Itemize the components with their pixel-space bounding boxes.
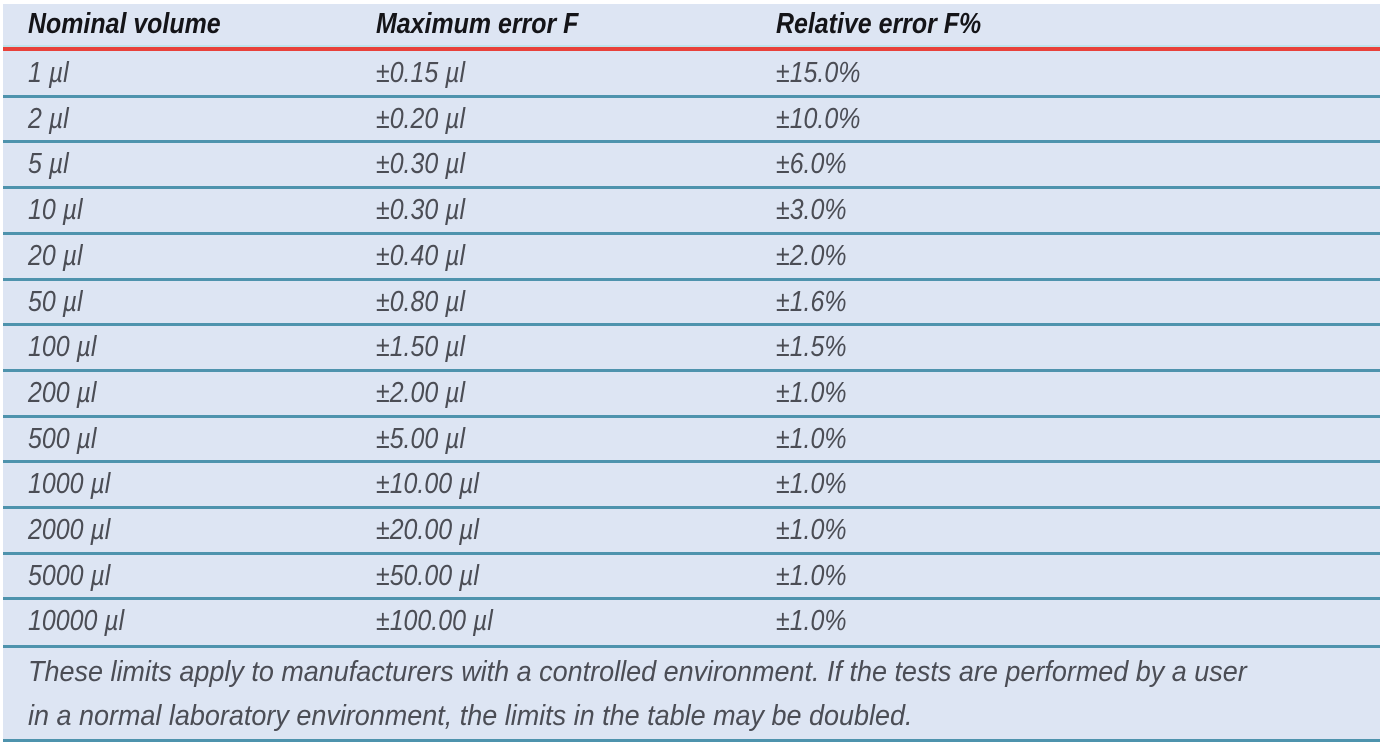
row-divider (3, 323, 1380, 326)
row-divider (3, 95, 1380, 98)
cell-nominal-volume: 5 µl (28, 148, 69, 180)
table-header: Nominal volume Maximum error F Relative … (3, 4, 1380, 47)
cell-maximum-error: ±2.00 µl (376, 377, 466, 409)
row-divider (3, 140, 1380, 143)
cell-nominal-volume: 1 µl (28, 57, 69, 89)
cell-maximum-error: ±50.00 µl (376, 560, 479, 592)
cell-nominal-volume: 10 µl (28, 194, 83, 226)
cell-relative-error: ±6.0% (776, 148, 847, 180)
cell-maximum-error: ±1.50 µl (376, 331, 466, 363)
cell-relative-error: ±10.0% (776, 103, 861, 135)
cell-relative-error: ±1.6% (776, 286, 847, 318)
cell-relative-error: ±2.0% (776, 240, 847, 272)
cell-nominal-volume: 50 µl (28, 286, 83, 318)
cell-relative-error: ±1.0% (776, 468, 847, 500)
table-row: 100 µl ±1.50 µl ±1.5% (3, 325, 1380, 369)
table-row: 2 µl ±0.20 µl ±10.0% (3, 97, 1380, 141)
table-row: 1000 µl ±10.00 µl ±1.0% (3, 462, 1380, 506)
cell-relative-error: ±1.0% (776, 605, 847, 637)
table-row: 20 µl ±0.40 µl ±2.0% (3, 234, 1380, 278)
cell-maximum-error: ±0.20 µl (376, 103, 466, 135)
table-row: 5 µl ±0.30 µl ±6.0% (3, 142, 1380, 186)
table-row: 50 µl ±0.80 µl ±1.6% (3, 280, 1380, 324)
cell-nominal-volume: 200 µl (28, 377, 97, 409)
header-maximum-error: Maximum error F (376, 8, 579, 40)
row-divider (3, 232, 1380, 235)
cell-relative-error: ±15.0% (776, 57, 861, 89)
cell-maximum-error: ±0.15 µl (376, 57, 466, 89)
cell-relative-error: ±1.0% (776, 514, 847, 546)
row-divider (3, 186, 1380, 189)
cell-nominal-volume: 10000 µl (28, 605, 125, 637)
cell-maximum-error: ±100.00 µl (376, 605, 493, 637)
table-row: 1 µl ±0.15 µl ±15.0% (3, 51, 1380, 95)
cell-nominal-volume: 2 µl (28, 103, 69, 135)
cell-nominal-volume: 100 µl (28, 331, 97, 363)
footnote: These limits apply to manufacturers with… (28, 650, 1349, 738)
row-divider (3, 552, 1380, 555)
table-row: 500 µl ±5.00 µl ±1.0% (3, 417, 1380, 461)
cell-maximum-error: ±0.40 µl (376, 240, 466, 272)
cell-relative-error: ±1.5% (776, 331, 847, 363)
pipette-error-limits-table: Nominal volume Maximum error F Relative … (3, 4, 1380, 742)
row-divider (3, 506, 1380, 509)
table-row: 2000 µl ±20.00 µl ±1.0% (3, 508, 1380, 552)
row-divider (3, 415, 1380, 418)
cell-nominal-volume: 20 µl (28, 240, 83, 272)
row-divider (3, 369, 1380, 372)
cell-maximum-error: ±0.80 µl (376, 286, 466, 318)
cell-relative-error: ±1.0% (776, 560, 847, 592)
table-row: 200 µl ±2.00 µl ±1.0% (3, 371, 1380, 415)
cell-relative-error: ±3.0% (776, 194, 847, 226)
cell-maximum-error: ±10.00 µl (376, 468, 479, 500)
cell-nominal-volume: 500 µl (28, 423, 97, 455)
cell-maximum-error: ±5.00 µl (376, 423, 466, 455)
cell-nominal-volume: 5000 µl (28, 560, 111, 592)
cell-nominal-volume: 2000 µl (28, 514, 111, 546)
cell-maximum-error: ±0.30 µl (376, 148, 466, 180)
table-row: 10 µl ±0.30 µl ±3.0% (3, 188, 1380, 232)
cell-relative-error: ±1.0% (776, 377, 847, 409)
row-divider (3, 597, 1380, 600)
footnote-line-2: in a normal laboratory environment, the … (28, 700, 913, 732)
cell-relative-error: ±1.0% (776, 423, 847, 455)
cell-nominal-volume: 1000 µl (28, 468, 111, 500)
header-nominal-volume: Nominal volume (28, 8, 221, 40)
table-bottom-divider (3, 739, 1380, 742)
header-relative-error: Relative error F% (776, 8, 982, 40)
cell-maximum-error: ±0.30 µl (376, 194, 466, 226)
footnote-line-1: These limits apply to manufacturers with… (28, 656, 1247, 688)
cell-maximum-error: ±20.00 µl (376, 514, 479, 546)
row-divider (3, 278, 1380, 281)
header-divider (3, 45, 1380, 51)
footnote-top-divider (3, 645, 1380, 648)
table-row: 5000 µl ±50.00 µl ±1.0% (3, 554, 1380, 598)
table-row: 10000 µl ±100.00 µl ±1.0% (3, 599, 1380, 643)
row-divider (3, 460, 1380, 463)
